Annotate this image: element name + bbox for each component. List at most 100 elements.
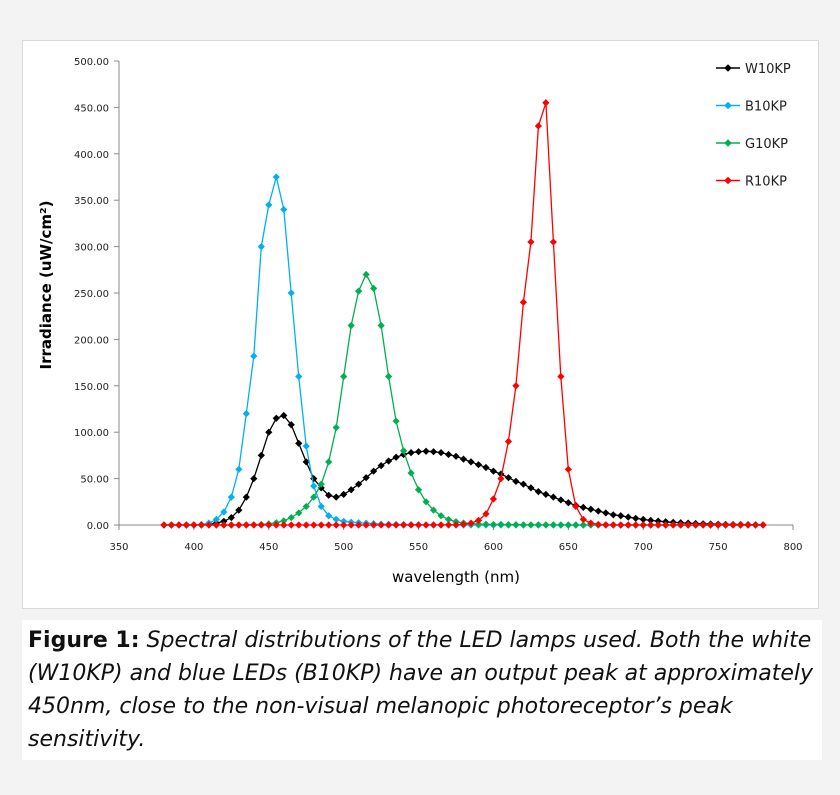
data-point-w10kp — [280, 411, 288, 420]
x-tick-label: 800 — [783, 542, 802, 553]
data-point-w10kp — [527, 484, 535, 492]
data-point-w10kp — [654, 517, 662, 525]
data-point-r10kp — [587, 519, 595, 527]
data-point-r10kp — [474, 516, 483, 524]
data-point-r10kp — [197, 521, 205, 529]
data-point-w10kp — [385, 457, 393, 465]
data-point-w10kp — [587, 505, 595, 513]
series-line-b10kp — [163, 176, 763, 526]
data-point-r10kp — [310, 521, 318, 529]
data-point-w10kp — [340, 490, 348, 498]
data-point-g10kp — [325, 458, 333, 466]
data-point-r10kp — [385, 521, 393, 529]
data-point-b10kp — [302, 442, 310, 450]
data-point-r10kp — [579, 515, 587, 524]
y-tick-label: 100.00 — [74, 428, 109, 439]
legend-label: R10KP — [745, 175, 787, 190]
data-point-w10kp — [220, 517, 228, 525]
y-tick-label: 0.00 — [87, 521, 109, 532]
data-point-r10kp — [265, 521, 273, 529]
data-point-r10kp — [497, 475, 505, 483]
data-point-r10kp — [639, 521, 647, 529]
data-point-w10kp — [437, 449, 445, 457]
data-point-g10kp — [542, 521, 550, 529]
series-b10kp — [160, 173, 767, 529]
legend: W10KP B10KP G10KP R10KP — [716, 62, 791, 190]
data-point-g10kp — [407, 469, 415, 477]
data-point-b10kp — [227, 493, 235, 501]
data-point-w10kp — [310, 475, 318, 483]
data-point-w10kp — [482, 463, 490, 472]
legend-label: G10KP — [745, 137, 788, 152]
data-point-r10kp — [736, 521, 745, 529]
data-point-g10kp — [399, 447, 408, 455]
data-point-w10kp — [452, 452, 460, 460]
data-point-r10kp — [504, 437, 513, 446]
data-point-g10kp — [504, 521, 513, 529]
data-point-r10kp — [744, 521, 752, 529]
data-point-b10kp — [265, 201, 273, 209]
data-point-r10kp — [422, 521, 430, 529]
data-point-w10kp — [265, 428, 273, 436]
x-axis-label: wavelength (nm) — [392, 568, 520, 586]
legend-marker — [724, 176, 732, 185]
data-point-r10kp — [347, 521, 355, 529]
data-point-w10kp — [325, 491, 333, 499]
data-point-w10kp — [647, 516, 655, 524]
data-point-w10kp — [542, 490, 550, 498]
data-point-b10kp — [220, 508, 228, 516]
data-point-g10kp — [519, 521, 527, 529]
data-point-r10kp — [707, 521, 715, 529]
x-tick-label: 750 — [709, 542, 728, 553]
y-tick-label: 200.00 — [74, 335, 109, 346]
data-point-w10kp — [287, 421, 295, 429]
data-point-r10kp — [437, 521, 445, 529]
data-point-r10kp — [287, 521, 295, 529]
data-point-g10kp — [497, 520, 505, 529]
legend-marker — [724, 139, 732, 147]
caption-label: Figure 1: — [28, 628, 140, 653]
series-g10kp — [160, 270, 767, 529]
data-point-g10kp — [340, 372, 348, 381]
data-point-b10kp — [295, 372, 303, 381]
data-point-b10kp — [340, 517, 348, 525]
data-point-g10kp — [362, 270, 370, 279]
data-point-r10kp — [699, 521, 707, 529]
x-tick-label: 350 — [109, 542, 128, 553]
data-point-r10kp — [647, 521, 655, 529]
data-point-r10kp — [332, 521, 340, 529]
data-point-w10kp — [519, 480, 527, 488]
data-point-g10kp — [579, 521, 587, 529]
data-point-r10kp — [175, 521, 183, 529]
legend-label: B10KP — [745, 100, 787, 115]
data-point-g10kp — [444, 515, 453, 524]
data-point-r10kp — [250, 521, 258, 529]
data-point-g10kp — [355, 287, 363, 295]
data-point-w10kp — [295, 439, 303, 447]
data-point-w10kp — [302, 458, 310, 466]
series-line-w10kp — [163, 414, 764, 526]
data-point-b10kp — [235, 465, 243, 473]
y-tick-label: 400.00 — [74, 150, 109, 161]
data-point-w10kp — [332, 493, 340, 501]
data-point-r10kp — [167, 521, 176, 529]
y-tick-label: 450.00 — [74, 103, 109, 114]
data-point-w10kp — [579, 503, 587, 511]
data-point-b10kp — [317, 502, 325, 511]
data-point-r10kp — [407, 521, 415, 529]
data-point-w10kp — [242, 493, 250, 501]
data-point-w10kp — [370, 467, 378, 475]
data-point-g10kp — [347, 321, 355, 330]
x-tick-label: 500 — [334, 542, 353, 553]
figure-caption: Figure 1: Spectral distributions of the … — [22, 620, 822, 760]
data-point-w10kp — [564, 499, 572, 507]
x-tick-label: 550 — [409, 542, 428, 553]
data-point-g10kp — [422, 498, 430, 506]
data-point-w10kp — [377, 462, 385, 470]
data-point-w10kp — [534, 487, 542, 496]
data-point-r10kp — [467, 519, 475, 527]
data-point-w10kp — [639, 515, 647, 524]
data-point-g10kp — [527, 521, 535, 529]
data-point-w10kp — [467, 458, 475, 466]
data-point-r10kp — [257, 521, 265, 529]
